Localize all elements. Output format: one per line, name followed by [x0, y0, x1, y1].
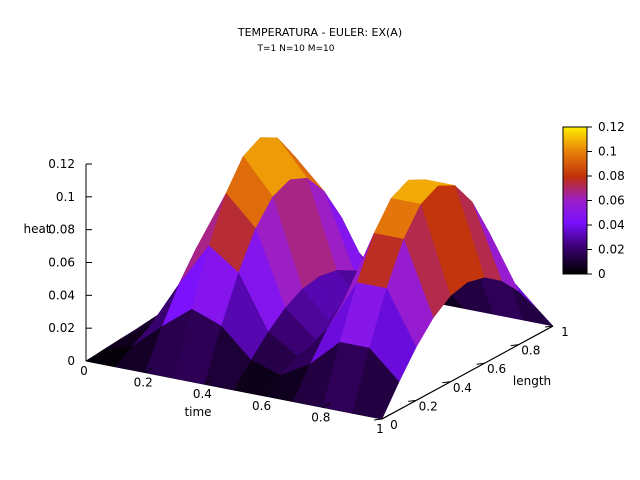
chart-subtitle: T=1 N=10 M=10	[257, 44, 335, 54]
x-tick-mark	[204, 379, 212, 385]
colorbar-tick-label: 0.04	[598, 218, 625, 232]
y-axis-label: length	[513, 374, 551, 388]
z-tick-label: 0.08	[48, 223, 75, 237]
colorbar-tick-label: 0.06	[598, 194, 625, 208]
y-tick-label: 0.4	[453, 381, 472, 395]
z-tick-label: 0.04	[48, 288, 75, 302]
surface-mesh	[85, 137, 554, 420]
y-axis-line	[381, 325, 554, 420]
x-tick-label: 0	[80, 364, 88, 378]
chart-title: TEMPERATURA - EULER: EX(A)	[237, 26, 402, 39]
x-tick-label: 1	[376, 422, 384, 436]
colorbar-tick-label: 0	[598, 267, 606, 281]
y-tick-mark	[544, 325, 554, 328]
z-tick-label: 0.02	[48, 321, 75, 335]
y-tick-label: 0.6	[487, 362, 506, 376]
x-tick-mark	[381, 414, 390, 420]
z-tick-label: 0.1	[56, 190, 75, 204]
colorbar-tick-label: 0.12	[598, 120, 625, 134]
z-tick-label: 0.06	[48, 256, 75, 270]
y-tick-label: 0	[390, 418, 398, 432]
z-axis-ticks: 0 0.02 0.04 0.06 0.08 0.1 0.12	[48, 157, 92, 368]
colorbar-ticks: 0 0.02 0.04 0.06 0.08 0.1 0.12	[587, 120, 625, 281]
z-tick-label: 0	[67, 354, 75, 368]
x-tick-label: 0.8	[311, 410, 330, 424]
x-axis-label: time	[184, 405, 211, 419]
y-tick-mark	[408, 399, 417, 402]
z-tick-label: 0.12	[48, 157, 75, 171]
x-tick-mark	[322, 402, 331, 408]
x-tick-label: 0.6	[252, 399, 271, 413]
x-tick-label: 0.4	[193, 387, 212, 401]
y-tick-mark	[373, 418, 383, 421]
colorbar-tick-label: 0.02	[598, 243, 625, 257]
x-tick-mark	[263, 391, 271, 397]
x-tick-label: 0.2	[134, 376, 153, 390]
colorbar-tick-label: 0.08	[598, 169, 625, 183]
x-axis-ticks: 0 0.2 0.4 0.6 0.8 1	[80, 356, 390, 436]
y-axis-ticks: 0 0.2 0.4 0.6 0.8 1	[373, 325, 569, 432]
y-tick-mark	[442, 381, 451, 384]
y-tick-mark	[476, 362, 485, 365]
x-tick-mark	[85, 356, 94, 362]
y-tick-label: 0.2	[419, 399, 438, 413]
y-tick-label: 0.8	[521, 344, 540, 358]
colorbar	[562, 126, 588, 275]
y-tick-mark	[510, 344, 519, 347]
colorbar-tick-label: 0.1	[598, 145, 617, 159]
x-tick-mark	[144, 368, 153, 374]
surface-facet	[352, 347, 400, 420]
z-axis-label: heat	[23, 222, 50, 236]
front-axes	[381, 325, 554, 420]
y-tick-label: 1	[561, 325, 569, 339]
